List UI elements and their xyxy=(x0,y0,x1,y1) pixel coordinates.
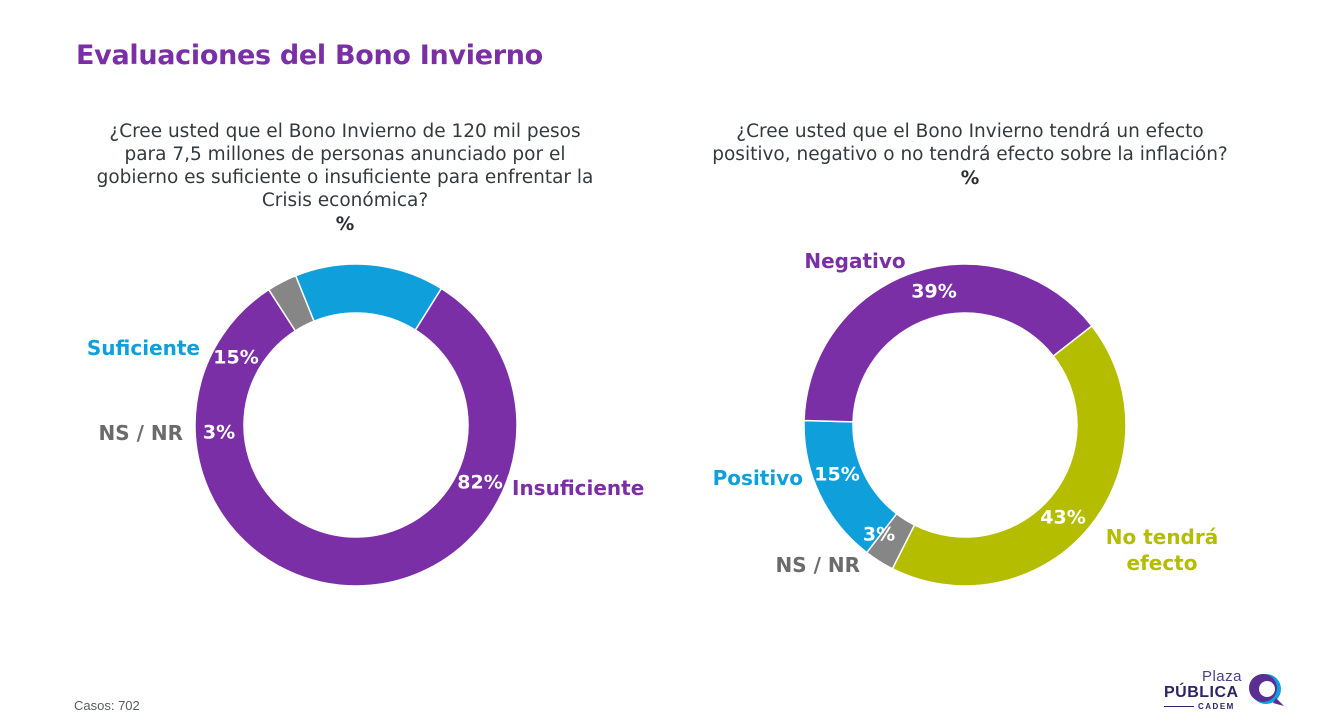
chart-1-category-label-2: NS / NR xyxy=(98,421,183,445)
chart-1-value-label-1: 82% xyxy=(457,472,502,494)
plaza-publica-logo: Plaza PÚBLICA CADEM xyxy=(1160,668,1290,716)
chart-1-question: ¿Cree usted que el Bono Invierno de 120 … xyxy=(90,120,600,236)
chart-2-value-label-4: 39% xyxy=(911,281,956,303)
chart-2-unit: % xyxy=(960,168,980,189)
sample-size: Casos: 702 xyxy=(74,698,140,713)
chart-2-question: ¿Cree usted que el Bono Invierno tendrá … xyxy=(710,120,1230,190)
chart-2-slice-4 xyxy=(803,263,1093,423)
chart-2-value-label-1: 43% xyxy=(1040,507,1085,529)
chart-2-category-label-1: No tendrá efecto xyxy=(1106,525,1218,575)
chart-1-unit: % xyxy=(335,214,355,235)
chart-1-slice-1 xyxy=(194,287,518,587)
page-title: Evaluaciones del Bono Invierno xyxy=(76,40,543,71)
logo-underline xyxy=(1164,706,1194,707)
chart-2-category-label-3: Positivo xyxy=(713,466,803,490)
chart-2-category-label-2: NS / NR xyxy=(775,553,860,577)
logo-plaza: Plaza xyxy=(1201,668,1242,685)
chart-2-slice-1 xyxy=(891,324,1127,587)
chart-1-value-label-3: 15% xyxy=(213,347,258,369)
chart-2-category-label-4: Negativo xyxy=(804,249,905,273)
speech-bubble-icon xyxy=(1249,674,1284,706)
chart-2-question-text: ¿Cree usted que el Bono Invierno tendrá … xyxy=(712,121,1228,165)
chart-1-value-label-2: 3% xyxy=(203,422,235,444)
chart-1-question-text: ¿Cree usted que el Bono Invierno de 120 … xyxy=(96,121,594,211)
logo-cadem: CADEM xyxy=(1198,702,1235,711)
chart-1-category-label-3: Suficiente xyxy=(87,336,200,360)
chart-1-slice-3 xyxy=(294,263,443,332)
chart-2-value-label-3: 15% xyxy=(814,464,859,486)
chart-1-category-label-1: Insuficiente xyxy=(512,476,644,500)
chart-2-value-label-2: 3% xyxy=(863,524,895,546)
logo-publica: PÚBLICA xyxy=(1164,684,1239,701)
